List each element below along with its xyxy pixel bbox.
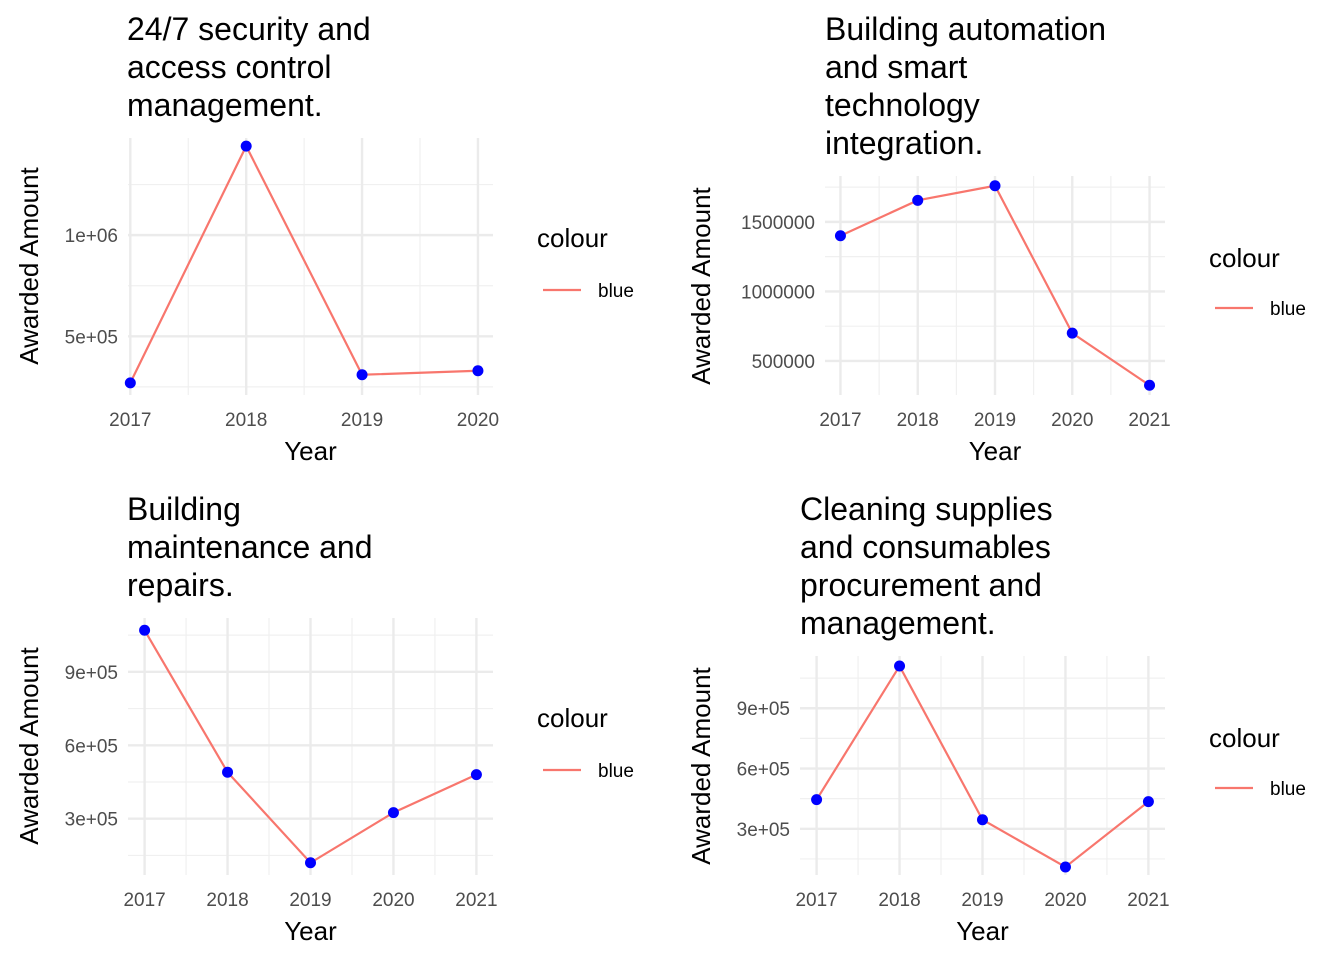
x-tick-label: 2017 [123, 890, 165, 911]
data-point [989, 180, 1001, 192]
x-tick-label: 2019 [974, 410, 1016, 431]
chart-plot-4: 2017 2018 2019 2020 2021 3e+05 6e+05 9e+05 Year A… [686, 656, 1306, 946]
legend-label: blue [1270, 779, 1306, 800]
y-tick-label: 1500000 [741, 213, 815, 234]
y-tick-label: 6e+05 [737, 760, 790, 781]
legend-label: blue [1270, 299, 1306, 320]
legend: colour blue [1209, 723, 1306, 800]
legend-label: blue [598, 761, 634, 782]
x-tick-label: 2021 [455, 890, 497, 911]
x-axis-title: Year [969, 436, 1022, 466]
data-point [139, 624, 151, 636]
data-point [894, 660, 906, 672]
chart-panel-3: Building maintenance and repairs. 2017 20… [0, 480, 672, 960]
x-tick-label: 2018 [225, 410, 267, 431]
x-tick-label: 2020 [1044, 890, 1086, 911]
series-line [129, 143, 478, 384]
y-tick-label: 500000 [752, 352, 815, 373]
chart-title: 24/7 security and access control managem… [127, 11, 371, 123]
x-tick-label: 2019 [289, 890, 331, 911]
legend-title: colour [1209, 243, 1280, 273]
x-tick-label: 2017 [795, 890, 837, 911]
data-point [222, 766, 234, 778]
x-tick-label: 2021 [1127, 890, 1169, 911]
chart-title: Cleaning supplies and consumables procur… [800, 491, 1053, 641]
y-tick-label: 3e+05 [737, 820, 790, 841]
gridlines [800, 656, 1165, 875]
data-point [977, 814, 988, 826]
data-point [240, 140, 252, 152]
chart-plot-3: 2017 2018 2019 2020 2021 3e+05 6e+05 9e+05 Year A… [14, 618, 634, 946]
x-tick-label: 2021 [1128, 410, 1170, 431]
data-point [912, 194, 924, 206]
y-tick-label: 9e+05 [737, 699, 790, 720]
data-point [834, 230, 846, 242]
y-tick-label: 1e+06 [65, 226, 118, 247]
x-tick-label: 2020 [457, 410, 499, 431]
x-tick-label: 2017 [819, 410, 861, 431]
data-point [387, 807, 399, 819]
data-point [356, 369, 368, 381]
gridlines [128, 138, 493, 395]
legend-label: blue [598, 281, 634, 302]
data-point [1059, 861, 1071, 873]
y-tick-label: 9e+05 [65, 663, 118, 684]
chart-panel-4: Cleaning supplies and consumables procur… [672, 480, 1344, 960]
x-tick-label: 2020 [372, 890, 414, 911]
data-point [811, 794, 823, 806]
x-axis-title: Year [956, 916, 1009, 946]
x-tick-label: 2019 [961, 890, 1003, 911]
chart-panel-1: 24/7 security and access control managem… [0, 0, 672, 480]
data-point [124, 377, 136, 389]
y-axis-title: Awarded Amount [686, 186, 716, 384]
y-axis-title: Awarded Amount [14, 166, 44, 364]
chart-title: Building maintenance and repairs. [127, 491, 373, 603]
chart-title: Building automation and smart technology… [825, 11, 1107, 161]
chart-panel-2: Building automation and smart technology… [672, 0, 1344, 480]
x-tick-label: 2018 [897, 410, 939, 431]
x-axis-title: Year [284, 436, 337, 466]
data-point [1142, 796, 1154, 808]
data-point [305, 857, 316, 869]
y-tick-label: 5e+05 [65, 327, 118, 348]
y-tick-label: 1000000 [741, 282, 815, 303]
legend: colour blue [537, 703, 634, 782]
data-point [1144, 379, 1156, 391]
gridlines [128, 618, 493, 875]
x-axis-title: Year [284, 916, 337, 946]
chart-plot-2: 2017 2018 2019 2020 2021 500000 1000000 1500000… [686, 176, 1306, 466]
data-point [472, 365, 484, 377]
legend: colour blue [1209, 243, 1306, 320]
legend-title: colour [1209, 723, 1280, 753]
x-tick-label: 2018 [206, 890, 248, 911]
data-point [470, 769, 482, 781]
x-tick-label: 2019 [341, 410, 383, 431]
x-tick-label: 2020 [1051, 410, 1093, 431]
y-axis-title: Awarded Amount [686, 666, 716, 864]
y-axis-title: Awarded Amount [14, 646, 44, 844]
chart-plot-1: 2017 2018 2019 2020 5e+05 1e+06 Year Awarded Am… [14, 138, 634, 466]
legend-title: colour [537, 703, 608, 733]
legend: colour blue [537, 223, 634, 302]
x-tick-label: 2018 [878, 890, 920, 911]
x-tick-label: 2017 [109, 410, 151, 431]
y-tick-label: 3e+05 [65, 810, 118, 831]
gridlines [825, 176, 1165, 395]
legend-title: colour [537, 223, 608, 253]
data-point [1066, 327, 1078, 339]
y-tick-label: 6e+05 [65, 736, 118, 757]
